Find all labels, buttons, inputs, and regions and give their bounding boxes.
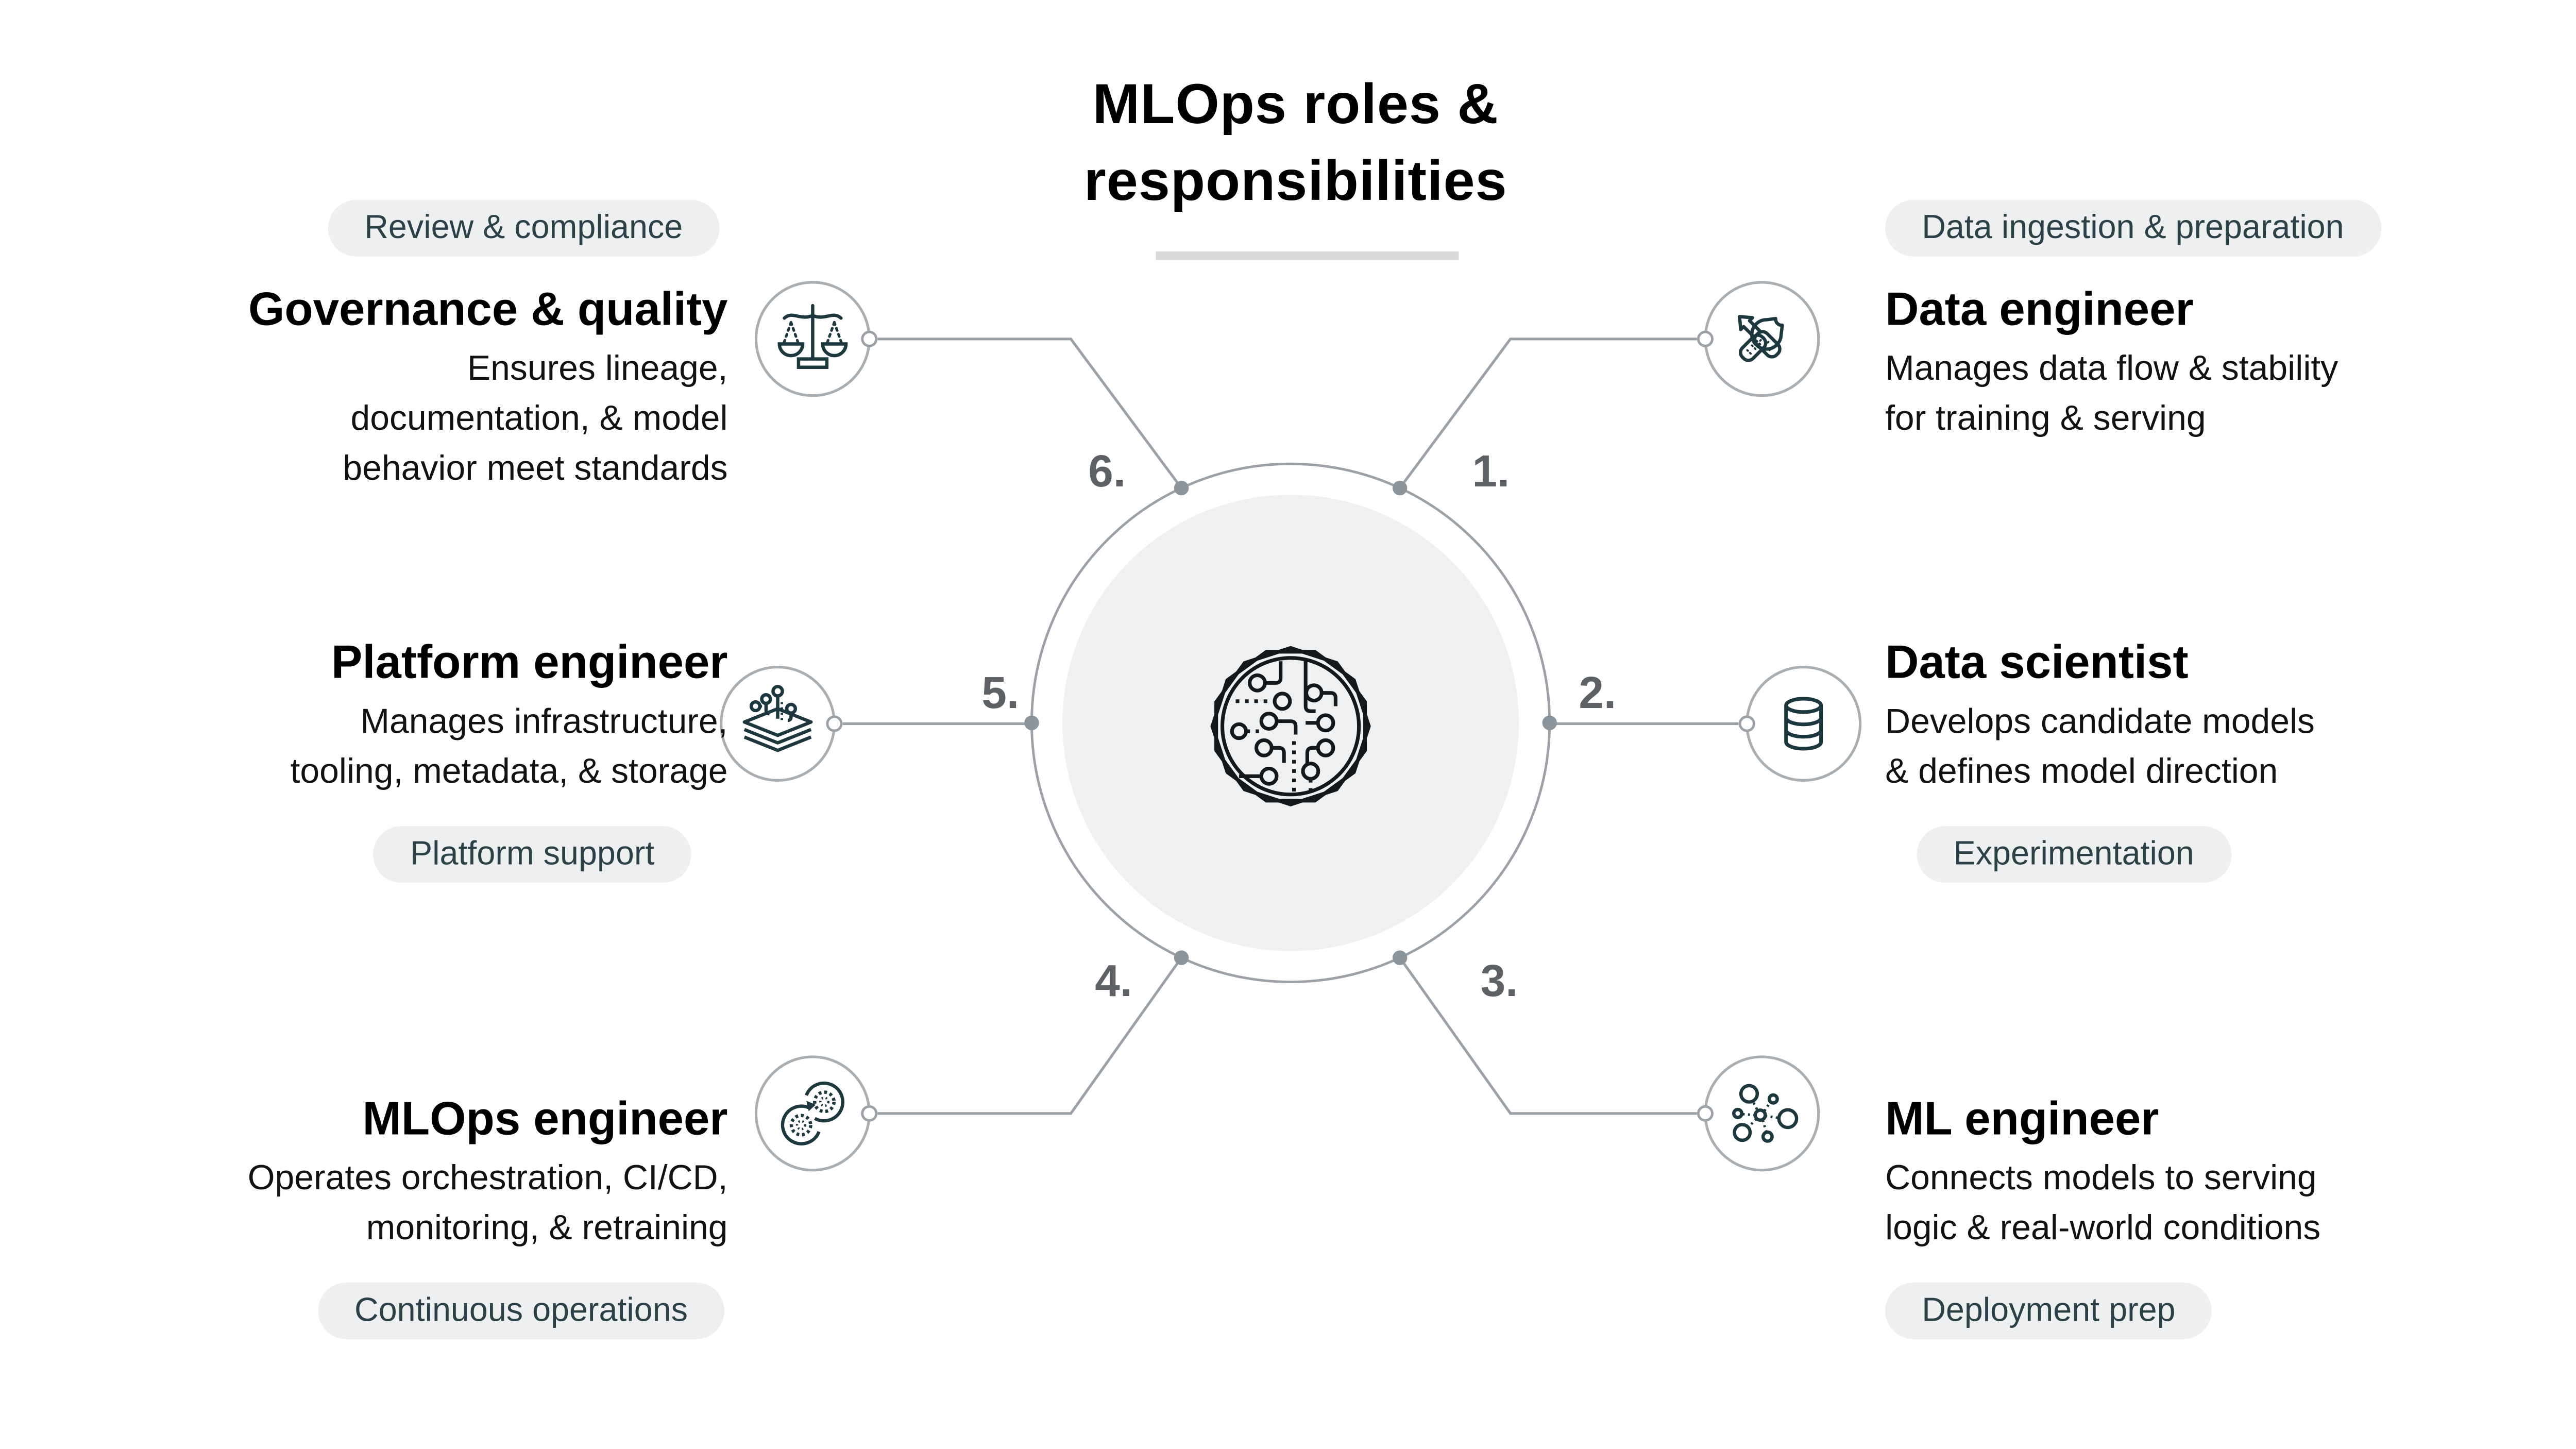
layers-icon — [720, 665, 843, 782]
tools-icon — [1697, 281, 1820, 397]
page-title-line1: MLOps roles & — [1092, 73, 1499, 137]
role-description: Manages data flow & stability for traini… — [1885, 345, 2338, 445]
connector-line-3 — [1399, 957, 1697, 1115]
role-description: Operates orchestration, CI/CD, monitorin… — [248, 1154, 728, 1254]
connector-lines — [842, 338, 1739, 1115]
hub-connection-dots — [1024, 480, 1557, 965]
role-description-line: behavior meet standards — [343, 449, 728, 488]
step-number-2: 2. — [1579, 668, 1617, 718]
category-pill: Platform support — [373, 826, 691, 883]
role-card-data-engineer: Data ingestion & preparation Data engine… — [1885, 199, 2381, 445]
role-title: ML engineer — [1885, 1092, 2159, 1144]
connector-line-1 — [1399, 338, 1697, 489]
role-description-line: Connects models to serving — [1885, 1159, 2317, 1198]
gears-icon — [754, 1055, 878, 1172]
role-description-line: Operates orchestration, CI/CD, — [247, 1159, 728, 1198]
role-description-line: tooling, metadata, & storage — [290, 753, 728, 791]
role-title: Data engineer — [1885, 283, 2194, 335]
role-description-line: Manages infrastructure, — [360, 703, 728, 742]
role-description-line: Ensures lineage, — [467, 349, 728, 389]
category-pill: Review & compliance — [328, 199, 720, 257]
role-title: MLOps engineer — [362, 1092, 728, 1144]
role-title: Governance & quality — [248, 283, 728, 335]
scales-icon — [754, 281, 878, 397]
title-underline — [1156, 251, 1459, 259]
role-description: Develops candidate models & defines mode… — [1885, 698, 2315, 798]
database-icon — [1738, 665, 1862, 782]
role-description-line: documentation, & model — [350, 399, 728, 439]
role-description-line: Develops candidate models — [1885, 703, 2315, 742]
ai-circuit-emblem-icon — [1210, 646, 1371, 806]
cluster-icon — [1697, 1055, 1820, 1172]
hub-dot-6 — [1174, 480, 1189, 496]
step-number-6: 6. — [1088, 446, 1126, 497]
hub-dot-5 — [1024, 715, 1039, 731]
role-description: Ensures lineage, documentation, & model … — [343, 345, 727, 495]
hub-dot-4 — [1174, 950, 1189, 965]
role-card-governance-quality: Review & compliance Governance & quality… — [248, 199, 728, 495]
hub-dot-2 — [1542, 715, 1557, 731]
role-title: Data scientist — [1885, 636, 2189, 688]
category-pill: Continuous operations — [317, 1282, 725, 1339]
step-number-1: 1. — [1472, 446, 1510, 497]
role-card-data-scientist: Data scientist Develops candidate models… — [1885, 635, 2315, 883]
role-card-platform-engineer: Platform engineer Manages infrastructure… — [290, 635, 728, 883]
category-pill: Data ingestion & preparation — [1885, 199, 2381, 257]
role-description-line: Manages data flow & stability — [1885, 349, 2338, 389]
step-number-5: 5. — [981, 668, 1020, 718]
role-card-ml-engineer: ML engineer Connects models to serving l… — [1885, 1091, 2320, 1339]
role-description: Connects models to serving logic & real-… — [1885, 1154, 2320, 1254]
step-number-3: 3. — [1480, 956, 1518, 1006]
step-number-4: 4. — [1095, 956, 1133, 1006]
role-description-line: logic & real-world conditions — [1885, 1209, 2321, 1248]
category-pill: Deployment prep — [1885, 1282, 2212, 1339]
hub-dot-3 — [1392, 950, 1408, 965]
connector-line-4 — [877, 957, 1183, 1115]
hub-dot-1 — [1392, 480, 1408, 496]
role-description-line: for training & serving — [1885, 399, 2206, 439]
role-description-line: & defines model direction — [1885, 753, 2278, 791]
role-card-mlops-engineer: MLOps engineer Operates orchestration, C… — [248, 1091, 728, 1339]
page-title: MLOps roles & responsibilities — [929, 66, 1662, 220]
category-pill: Experimentation — [1917, 826, 2231, 883]
role-title: Platform engineer — [331, 636, 728, 688]
role-description: Manages infrastructure, tooling, metadat… — [290, 698, 727, 798]
connector-line-6 — [877, 338, 1183, 489]
role-description-line: monitoring, & retraining — [366, 1209, 728, 1248]
page-title-line2: responsibilities — [1083, 149, 1507, 213]
